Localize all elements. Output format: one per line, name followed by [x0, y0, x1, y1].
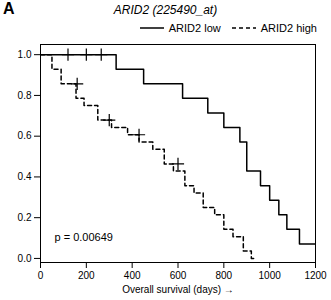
- svg-text:1000: 1000: [259, 270, 282, 281]
- svg-text:0.4: 0.4: [18, 171, 32, 182]
- html-text:ARID2 (225490_at): ARID2 (225490_at): [113, 3, 218, 17]
- svg-text:1200: 1200: [304, 270, 327, 281]
- svg-text:800: 800: [215, 270, 232, 281]
- svg-text:200: 200: [78, 270, 95, 281]
- svg-text:0.0: 0.0: [18, 253, 32, 264]
- html-text:ARID2 high: ARID2 high: [260, 22, 317, 34]
- html-text:ARID2 low: ARID2 low: [168, 22, 221, 34]
- html-text:A: A: [3, 0, 15, 17]
- svg-text:0.6: 0.6: [18, 130, 32, 141]
- svg-text:0.8: 0.8: [18, 90, 32, 101]
- svg-text:600: 600: [170, 270, 187, 281]
- svg-text:0.2: 0.2: [18, 212, 32, 223]
- svg-text:Overall survival (days) →: Overall survival (days) →: [122, 284, 234, 295]
- svg-text:p = 0.00649: p = 0.00649: [55, 231, 113, 243]
- svg-text:400: 400: [124, 270, 141, 281]
- svg-text:1.0: 1.0: [18, 49, 32, 60]
- svg-text:0: 0: [38, 270, 44, 281]
